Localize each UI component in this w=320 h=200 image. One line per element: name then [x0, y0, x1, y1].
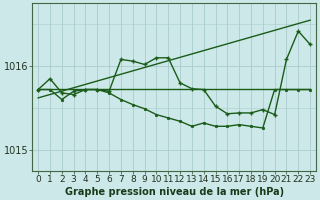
- X-axis label: Graphe pression niveau de la mer (hPa): Graphe pression niveau de la mer (hPa): [65, 187, 284, 197]
